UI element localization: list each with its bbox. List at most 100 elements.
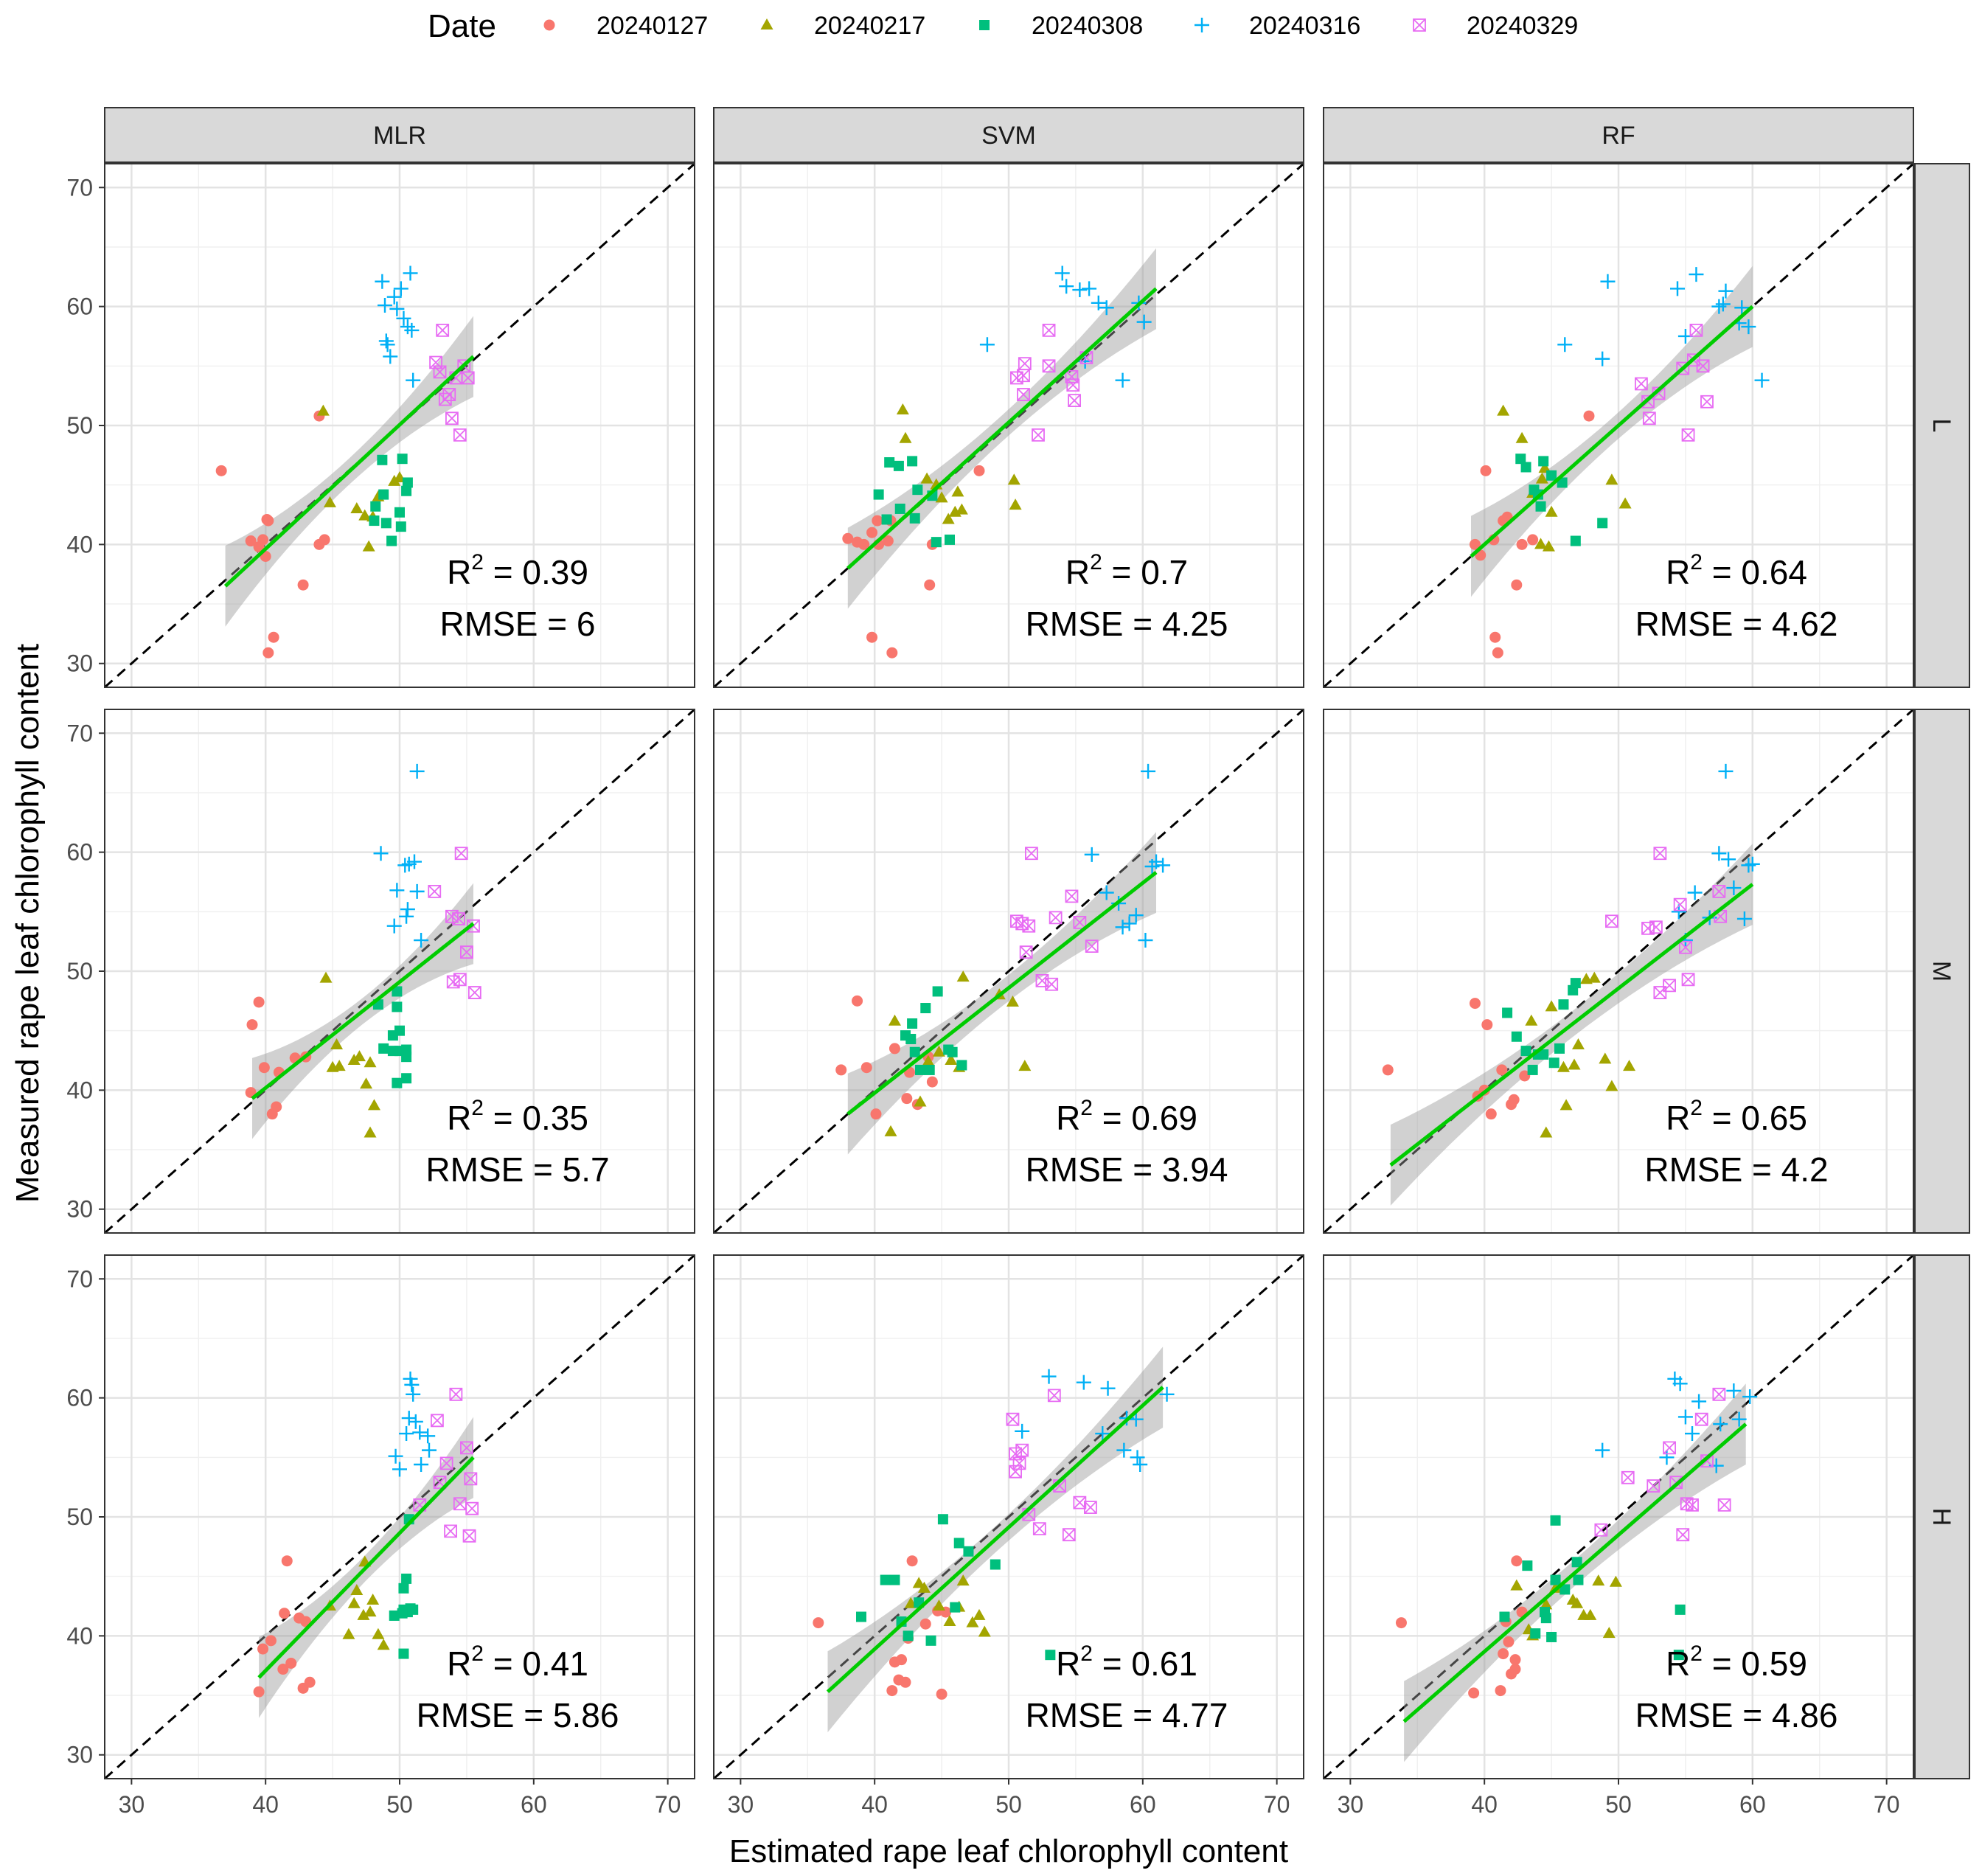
one-to-one-line xyxy=(714,164,1304,687)
data-point xyxy=(404,322,420,338)
data-point xyxy=(1742,1389,1758,1405)
x-tick-label: 50 xyxy=(995,1791,1022,1818)
data-point xyxy=(1677,1409,1693,1425)
data-point xyxy=(901,1093,913,1105)
legend-label: 20240217 xyxy=(814,12,925,40)
data-point xyxy=(1503,1636,1515,1647)
gridlines xyxy=(1324,1255,1913,1779)
x-tick-label: 70 xyxy=(1874,1791,1900,1818)
data-point xyxy=(1550,1574,1561,1585)
data-point xyxy=(1149,854,1164,869)
data-point xyxy=(873,489,884,500)
data-point xyxy=(1558,999,1569,1010)
data-point xyxy=(304,1676,316,1688)
data-point xyxy=(253,1686,265,1698)
data-point xyxy=(1685,1426,1700,1442)
data-point xyxy=(884,457,895,468)
data-point xyxy=(917,1581,931,1593)
strip-background xyxy=(1914,1254,1970,1779)
data-point xyxy=(956,1574,970,1586)
data-point xyxy=(1009,1465,1022,1479)
data-point xyxy=(1571,1038,1585,1050)
data-point xyxy=(245,535,257,547)
data-point xyxy=(1082,281,1097,296)
data-point xyxy=(1065,889,1079,903)
r2-annotation: R2 = 0.35 xyxy=(447,1096,588,1137)
data-point xyxy=(422,1442,437,1458)
data-point xyxy=(1130,1450,1145,1465)
data-point xyxy=(277,1664,289,1675)
data-point xyxy=(350,1584,364,1596)
data-point xyxy=(1508,1094,1520,1105)
x-tick-label: 30 xyxy=(1338,1791,1364,1818)
panel-L-RF: R2 = 0.64 RMSE = 4.62 xyxy=(1323,163,1914,688)
series-20240217 xyxy=(319,971,380,1138)
data-point xyxy=(907,1018,918,1029)
data-point xyxy=(1538,462,1551,473)
data-point xyxy=(943,1615,956,1626)
strip-background xyxy=(1323,107,1914,163)
data-point xyxy=(866,527,878,538)
data-point xyxy=(420,1428,436,1444)
series-20240217 xyxy=(316,404,406,552)
plot-area xyxy=(1324,1255,1913,1779)
data-point xyxy=(882,535,894,547)
data-point xyxy=(1545,505,1558,517)
data-point xyxy=(1066,378,1080,392)
data-point xyxy=(1042,324,1056,337)
data-point xyxy=(262,647,274,659)
regression-line xyxy=(846,871,1158,1116)
data-point xyxy=(881,514,892,525)
data-point xyxy=(860,1062,872,1074)
data-point xyxy=(1481,1019,1493,1031)
data-point xyxy=(1689,324,1703,337)
data-point xyxy=(1618,497,1632,509)
data-point xyxy=(990,1559,1001,1570)
rmse-annotation: RMSE = 4.86 xyxy=(1635,1696,1838,1734)
data-point xyxy=(246,1019,258,1031)
data-point xyxy=(1621,1470,1635,1484)
strip-label: RF xyxy=(1602,122,1635,150)
panel-border xyxy=(713,163,1304,688)
strip-label: H xyxy=(1927,1508,1955,1526)
data-point xyxy=(330,1038,344,1050)
data-point xyxy=(924,1064,935,1075)
data-point xyxy=(1570,535,1581,546)
data-point xyxy=(397,1608,408,1619)
data-point xyxy=(1522,1560,1533,1571)
plot-area xyxy=(105,164,695,687)
data-point xyxy=(1084,1501,1097,1514)
data-point xyxy=(453,428,467,442)
data-point xyxy=(1085,939,1099,953)
panel-H-RF: 30 40 50 60 70 R2 = 0.59 RMSE = 4.86 xyxy=(1323,1254,1914,1818)
data-point xyxy=(894,503,905,514)
y-tick-label: 30 xyxy=(66,1742,93,1768)
data-point xyxy=(1091,295,1106,310)
plot-area xyxy=(105,1255,695,1779)
data-point xyxy=(1099,885,1114,900)
series-20240308 xyxy=(1499,1515,1686,1661)
series-20240127 xyxy=(1469,410,1595,659)
data-point xyxy=(1018,357,1032,370)
data-point xyxy=(1049,911,1063,925)
data-point xyxy=(1155,858,1171,873)
data-point xyxy=(1681,428,1695,442)
y-axis-title: Measured rape leaf chlorophyll content xyxy=(10,644,46,1203)
data-point xyxy=(1570,978,1581,989)
strip-label: M xyxy=(1927,961,1955,982)
gridlines xyxy=(105,1255,695,1779)
data-point xyxy=(1583,410,1595,422)
data-point xyxy=(369,515,380,527)
strip-row-H: H xyxy=(1914,1254,1970,1779)
series-20240308 xyxy=(1502,978,1581,1075)
data-point xyxy=(896,1654,908,1666)
data-point xyxy=(1663,1441,1676,1455)
series-20240308 xyxy=(1515,454,1608,546)
data-point xyxy=(1073,1495,1087,1510)
data-point xyxy=(257,534,269,546)
data-point xyxy=(412,1425,428,1440)
data-point xyxy=(394,1025,405,1036)
x-axis-title: Estimated rape leaf chlorophyll content xyxy=(729,1833,1288,1869)
data-point xyxy=(1511,579,1523,591)
rmse-annotation: RMSE = 5.86 xyxy=(417,1696,619,1734)
